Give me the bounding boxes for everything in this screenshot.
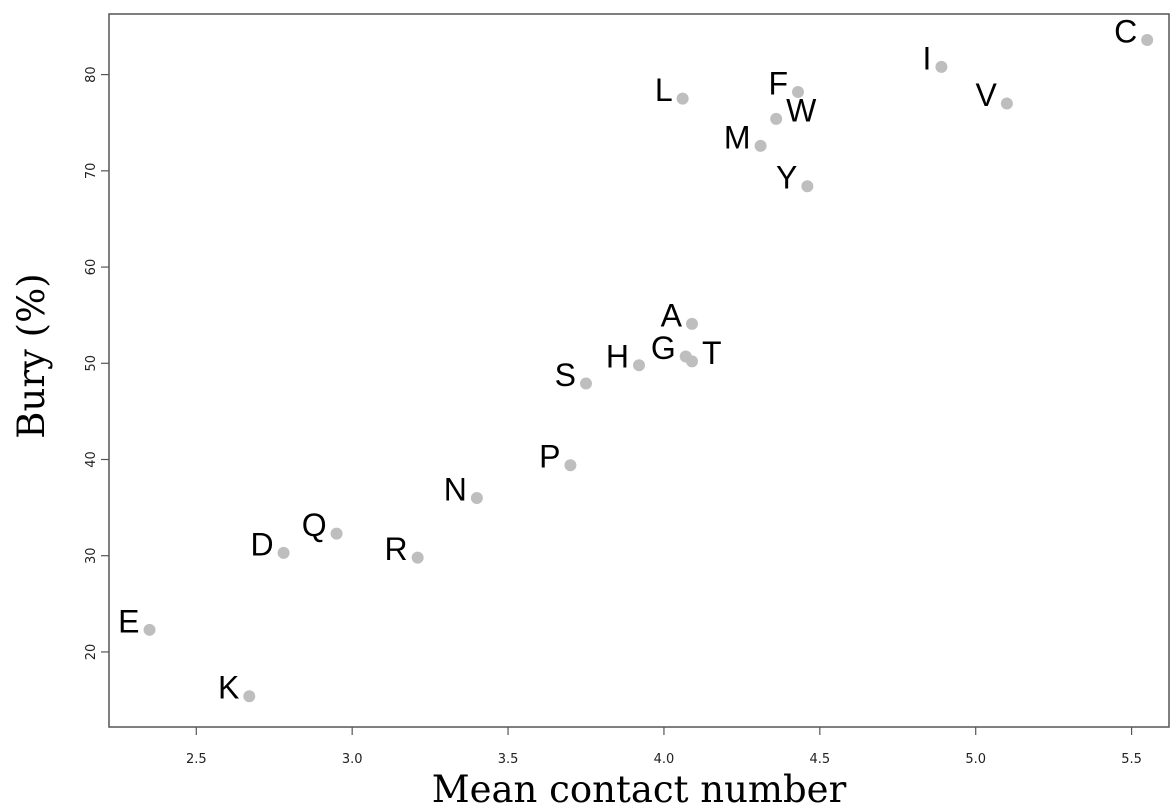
point-label-Y: Y xyxy=(776,160,797,196)
point-label-R: R xyxy=(385,531,408,567)
y-tick-label: 40 xyxy=(84,451,99,468)
y-tick-label: 20 xyxy=(84,644,99,661)
data-points: C I V F L WMY AG T HS P N QD R E K xyxy=(118,13,1154,706)
point-label-W: W xyxy=(786,92,817,128)
point-label-P: P xyxy=(539,439,560,475)
data-point-Q xyxy=(330,527,343,540)
point-label-G: G xyxy=(651,330,676,366)
data-point-A xyxy=(686,317,698,330)
plot-frame xyxy=(108,13,1170,728)
point-label-K: K xyxy=(218,670,239,706)
data-point-E xyxy=(143,623,156,636)
data-point-S xyxy=(580,377,592,390)
data-point-V xyxy=(1000,97,1013,110)
point-label-S: S xyxy=(555,357,576,393)
y-tick-label: 70 xyxy=(84,163,99,180)
point-label-C: C xyxy=(1114,13,1137,49)
y-tick-label: 30 xyxy=(84,547,99,564)
y-tick-label: 60 xyxy=(84,259,99,276)
data-point-L xyxy=(676,92,689,105)
x-tick-label: 3.5 xyxy=(498,752,519,767)
x-axis-title: Mean contact number xyxy=(432,768,847,807)
point-label-Q: Q xyxy=(302,507,327,543)
data-point-P xyxy=(564,459,577,472)
data-point-I xyxy=(935,60,948,73)
point-label-F: F xyxy=(768,65,788,101)
y-axis: 20 30 40 50 60 70 80 xyxy=(84,66,109,660)
data-point-K xyxy=(243,690,256,703)
point-label-D: D xyxy=(250,526,273,562)
point-label-A: A xyxy=(661,297,683,333)
point-label-M: M xyxy=(724,119,751,155)
point-label-I: I xyxy=(923,40,932,76)
data-point-T xyxy=(686,355,698,368)
point-label-V: V xyxy=(976,77,998,113)
data-point-D xyxy=(277,546,290,559)
x-tick-label: 5.0 xyxy=(965,752,986,767)
point-label-N: N xyxy=(444,471,467,507)
x-tick-label: 3.0 xyxy=(342,752,363,767)
data-point-F xyxy=(792,85,804,98)
x-axis: 2.5 3.0 3.5 4.0 4.5 5.0 5.5 xyxy=(186,727,1142,767)
point-label-H: H xyxy=(606,339,629,375)
data-point-Y xyxy=(801,180,814,193)
data-point-C xyxy=(1141,33,1154,46)
x-tick-label: 5.5 xyxy=(1121,752,1142,767)
y-axis-title: Bury (%) xyxy=(10,273,53,438)
x-tick-label: 2.5 xyxy=(186,752,207,767)
data-point-R xyxy=(411,551,424,564)
y-tick-label: 50 xyxy=(84,355,99,372)
data-point-N xyxy=(470,491,483,504)
x-tick-label: 4.5 xyxy=(809,752,830,767)
point-label-L: L xyxy=(655,72,673,108)
data-point-H xyxy=(633,359,645,372)
data-point-M xyxy=(754,139,767,152)
x-tick-label: 4.0 xyxy=(654,752,675,767)
data-point-W xyxy=(770,112,783,125)
y-tick-label: 80 xyxy=(84,66,99,83)
point-label-T: T xyxy=(702,335,722,371)
point-label-E: E xyxy=(118,603,139,639)
